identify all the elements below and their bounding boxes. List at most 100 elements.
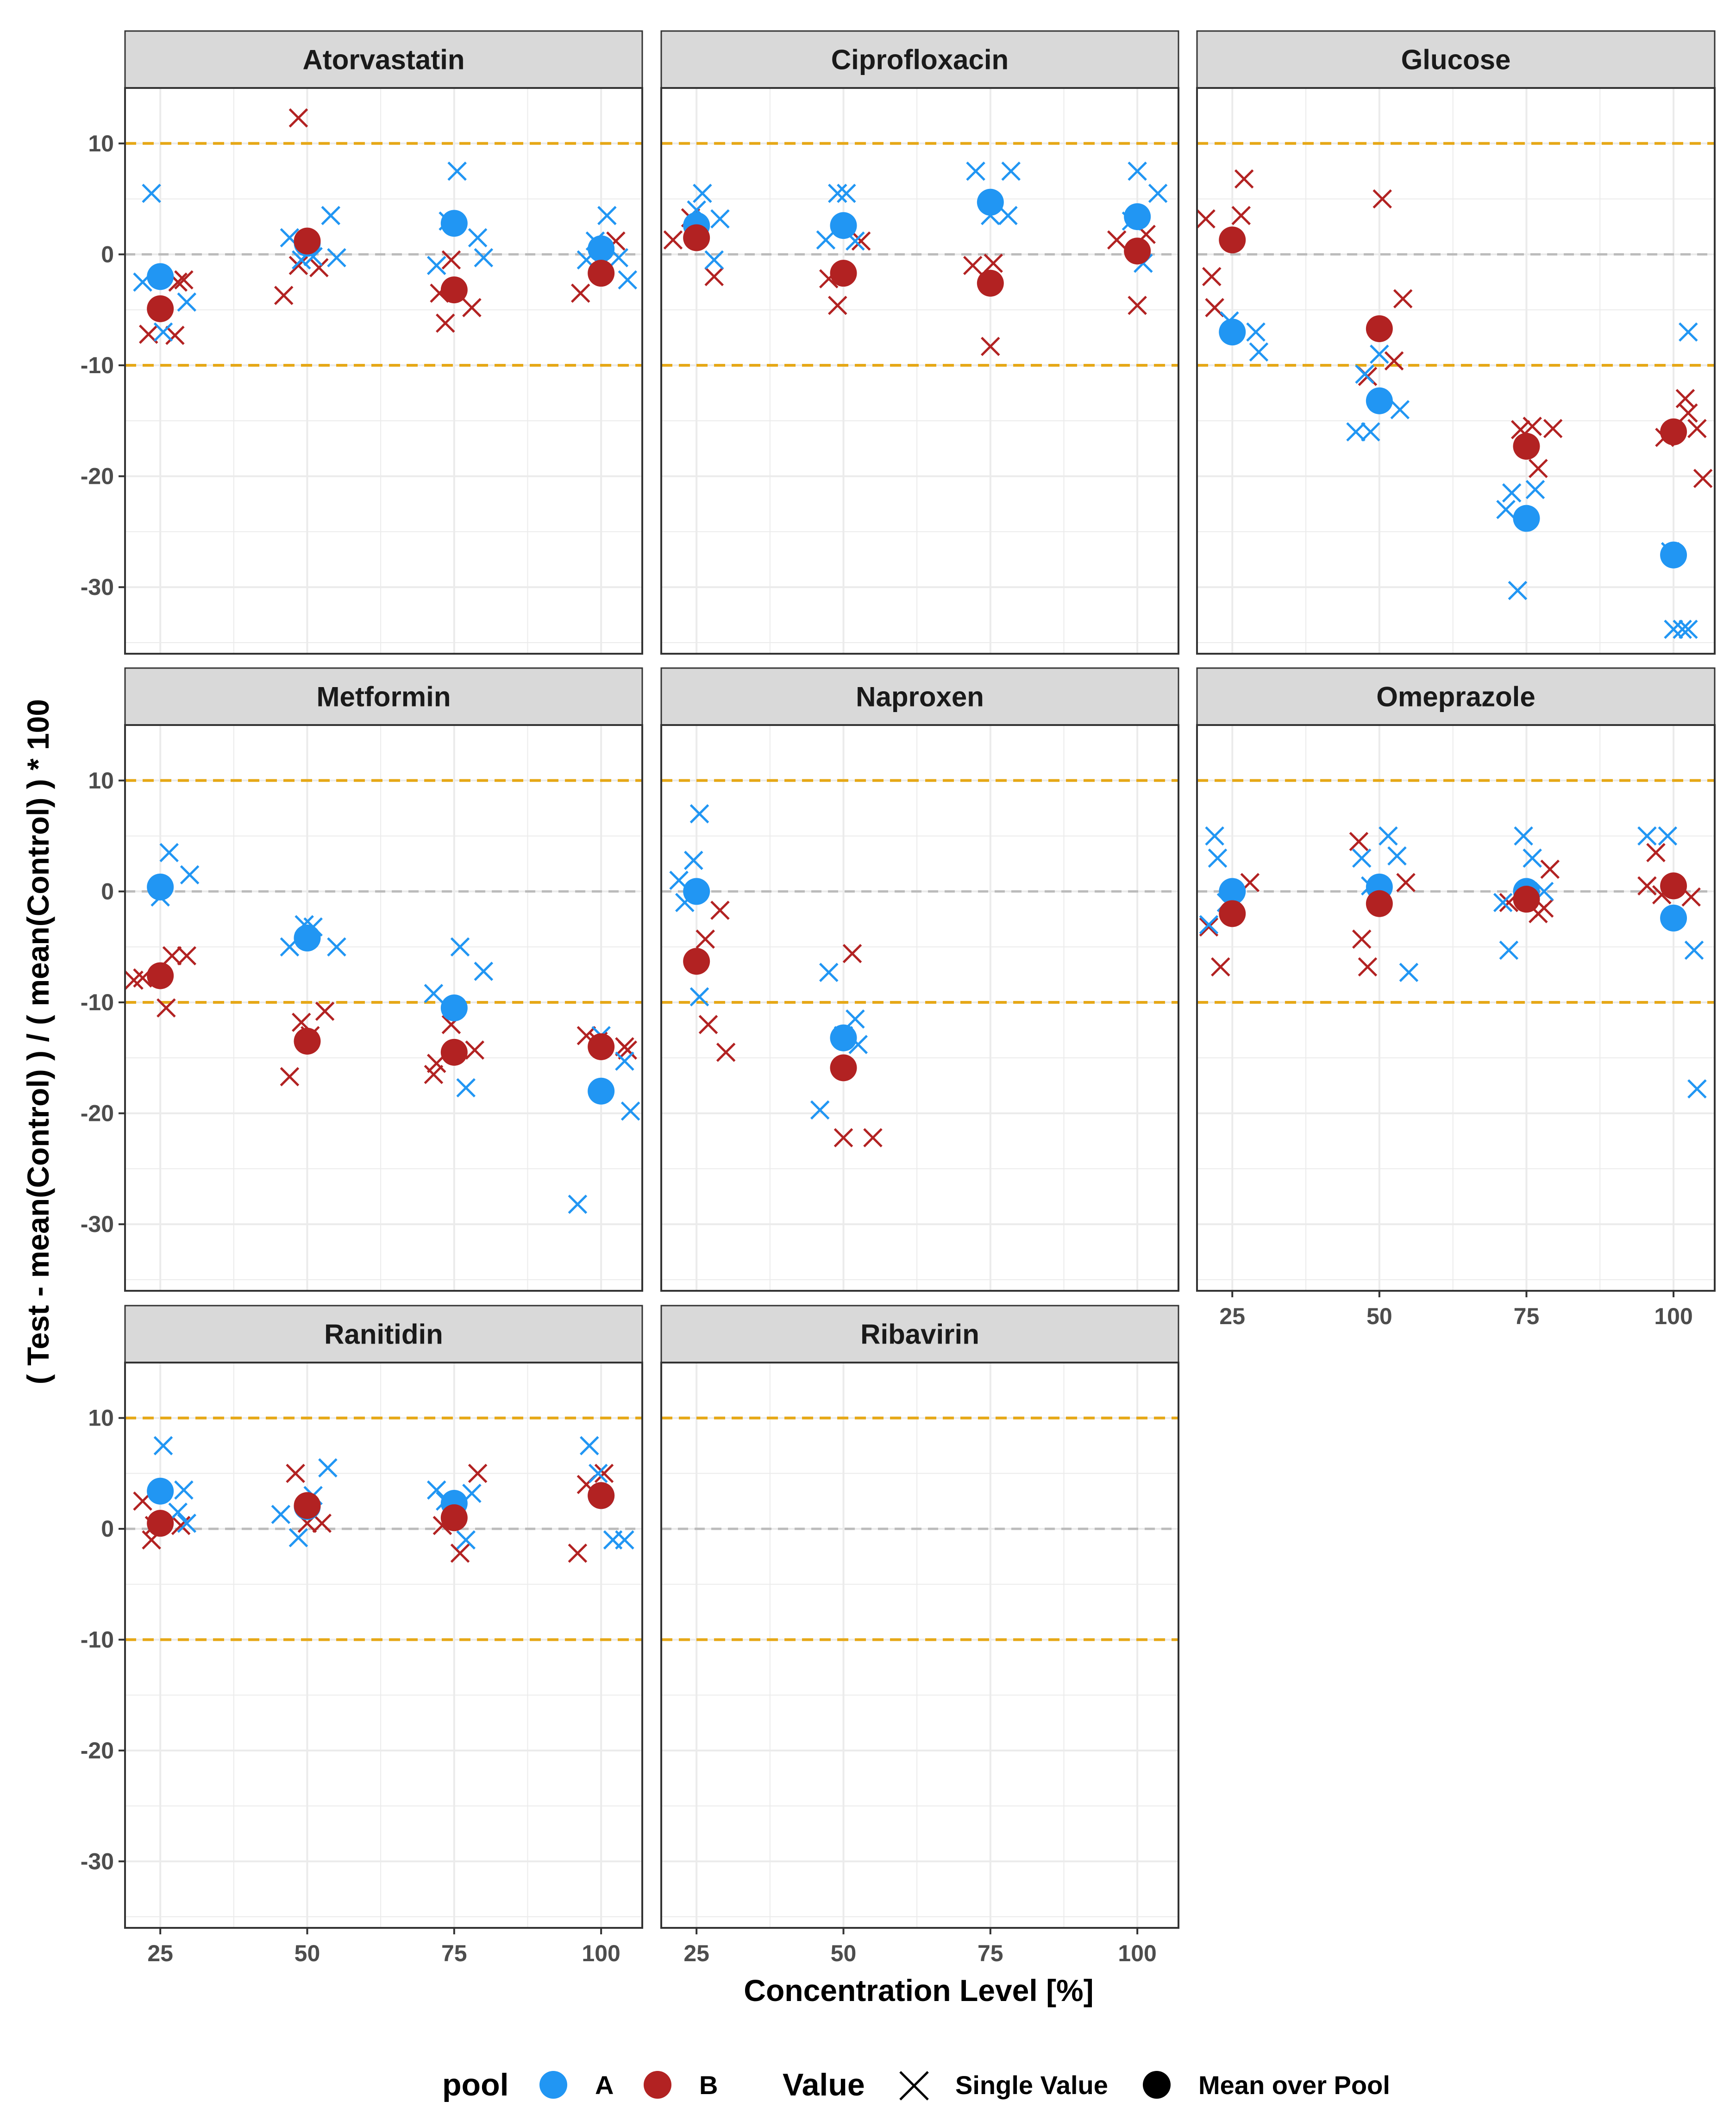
single-value-cross-a [615,1051,634,1071]
panel-bg-omeprazole [1197,725,1715,1291]
legend-pool-a-swatch [539,2071,567,2099]
mean-dot-a [1660,541,1687,569]
cross-stroke [424,1064,444,1084]
single-value-cross-b [663,230,683,250]
mean-dot-b [588,1482,615,1509]
legend-single-value-label: Single Value [955,2070,1108,2100]
single-value-cross-b [177,946,197,966]
y-tick-label: -30 [81,1848,114,1874]
single-value-cross-a [1148,183,1168,203]
cross-stroke [810,1100,830,1120]
y-tick-label: 0 [101,1516,114,1542]
single-value-cross-a [579,1436,599,1456]
cross-stroke [1687,419,1707,438]
single-value-cross-b [710,901,730,920]
cross-stroke [981,337,1000,356]
mean-dot-b [1366,315,1393,342]
panel-bg-naproxen [661,725,1178,1291]
mean-dot-a [1124,203,1151,230]
single-value-cross-a [1496,500,1516,519]
mean-dot-b [683,948,710,975]
cross-stroke [1205,826,1224,846]
single-value-cross-a [1499,940,1519,960]
single-value-cross-a [174,1480,194,1500]
mean-dot-a [1660,904,1687,932]
y-tick-label: 0 [101,878,114,904]
single-value-cross-b [436,313,455,333]
single-value-cross-a [1355,364,1374,384]
single-value-cross-a [1684,940,1704,960]
mean-dot-a [147,1477,174,1505]
cross-stroke [1514,826,1533,846]
strip-label-naproxen: Naproxen [856,682,984,713]
strip-metformin [124,667,643,726]
mean-dot-b [147,962,174,989]
cross-stroke [174,270,194,290]
strip-label-ciprofloxacin: Ciprofloxacin [831,44,1009,75]
mean-dot-a [588,235,615,263]
panel-border-glucose [1196,87,1716,655]
panel-omeprazole: Omeprazole [1196,667,1716,1292]
x-tick-label: 50 [831,1940,857,1966]
x-tick-label: 100 [1654,1303,1692,1329]
single-value-cross-a [456,1530,476,1550]
cross-stroke [462,298,482,318]
cross-stroke [1211,957,1230,977]
single-value-cross-a [618,270,638,290]
cross-stroke [1540,859,1560,879]
cross-stroke [1525,480,1545,500]
x-tick-label: 25 [683,1940,709,1966]
single-value-cross-b [462,298,482,318]
y-tick-label: 10 [88,768,114,794]
mean-dot-b [683,224,710,251]
single-value-cross-a [426,256,446,275]
cross-stroke [309,258,329,277]
cross-stroke [474,962,494,981]
cross-stroke [303,247,323,266]
single-value-cross-b [1393,289,1413,309]
panel-border-ranitidin [124,1362,643,1929]
single-value-cross-a [620,1101,640,1121]
single-value-cross-a [159,843,179,863]
single-value-cross-b [984,253,1003,273]
single-value-cross-b [618,1040,638,1060]
cross-stroke [615,1530,634,1550]
cross-stroke [288,108,308,128]
cross-stroke [1148,183,1168,203]
single-value-cross-b [1637,876,1657,896]
cross-stroke [447,161,467,181]
cross-stroke [315,1001,335,1021]
single-value-cross-b [1529,459,1548,478]
cross-stroke [288,256,308,275]
mean-dot-b [588,1033,615,1060]
cross-stroke [1234,169,1254,189]
cross-stroke [450,1544,470,1563]
single-value-cross-a [693,183,712,203]
cross-stroke [568,1194,588,1214]
mean-dot-b [588,260,615,287]
single-value-cross-b [1358,957,1378,977]
single-value-cross-a [837,183,856,203]
y-axis-title: ( Test - mean(Control) ) / ( mean(Contro… [21,699,55,1384]
y-tick-label: -30 [81,1211,114,1237]
mean-dot-b [440,1038,468,1066]
cross-stroke [716,1043,736,1062]
single-value-cross-b [1687,419,1707,438]
strip-naproxen [660,667,1179,726]
single-value-cross-b [1384,351,1404,371]
single-value-cross-b [288,256,308,275]
cross-stroke [177,292,197,312]
cross-stroke [846,1009,865,1029]
cross-stroke [570,283,590,303]
single-value-cross-a [142,183,161,203]
cross-stroke [468,228,488,248]
cross-stroke [1346,422,1366,442]
cross-stroke [1352,929,1372,949]
cross-stroke [1543,419,1563,438]
cross-stroke [1107,230,1127,250]
single-value-cross-b [828,295,847,315]
single-value-cross-a [180,865,200,885]
cross-stroke [321,206,341,225]
